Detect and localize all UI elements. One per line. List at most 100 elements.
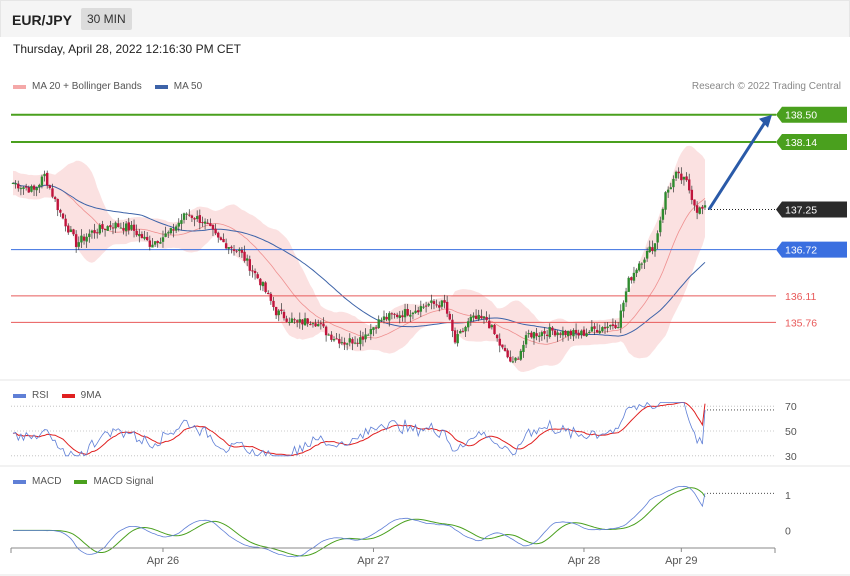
candle: [598, 324, 601, 334]
x-tick-label: Apr 26: [147, 555, 179, 567]
candle: [519, 348, 523, 361]
candle-body: [193, 218, 196, 220]
candle-body: [703, 205, 707, 208]
candle: [680, 167, 683, 184]
candle: [548, 323, 551, 339]
candle-body: [95, 232, 99, 234]
ma50-line: [12, 182, 706, 337]
candle-body: [188, 214, 191, 216]
legend-item-macd: MACD: [13, 476, 61, 487]
candle: [243, 245, 246, 263]
rsi-line: [12, 401, 706, 457]
candle-body: [506, 350, 509, 358]
candle: [206, 219, 209, 225]
candle: [201, 216, 204, 227]
candle-body: [480, 315, 483, 319]
candle-body: [409, 314, 412, 317]
candle-body: [540, 332, 544, 337]
candle-body: [285, 318, 288, 322]
candle: [138, 229, 141, 243]
candle: [382, 310, 386, 324]
candle-body: [222, 238, 225, 243]
candle: [117, 217, 120, 228]
candle: [545, 330, 549, 343]
candle-body: [669, 187, 672, 190]
candle: [377, 315, 380, 329]
macd-tick-1: 1: [785, 490, 791, 502]
candle: [153, 241, 157, 247]
candle-body: [598, 330, 601, 334]
candle: [664, 191, 667, 215]
candle-body: [314, 323, 317, 327]
candle-body: [280, 309, 283, 312]
candle-body: [524, 335, 528, 345]
candle: [574, 323, 578, 339]
candle-body: [117, 223, 120, 228]
candle: [661, 207, 665, 224]
candle: [374, 325, 378, 334]
x-axis: Apr 26 Apr 27 Apr 28 Apr 29: [10, 547, 776, 567]
candle: [543, 327, 546, 340]
candle-body: [259, 278, 262, 286]
candle-body: [582, 329, 586, 336]
candle: [311, 322, 315, 328]
candle-body: [295, 320, 299, 322]
candle: [572, 328, 575, 342]
candle: [453, 327, 457, 345]
legend-label-rsi-ma: 9MA: [80, 390, 102, 401]
legend-swatch-macd-signal: [74, 479, 88, 484]
candle-body: [46, 172, 49, 186]
candle-body: [448, 313, 451, 320]
candle: [590, 319, 594, 332]
candle: [19, 185, 23, 196]
candle-body: [27, 187, 30, 193]
candle: [132, 219, 136, 238]
candle-body: [664, 192, 667, 210]
candle: [159, 237, 162, 244]
candle: [435, 299, 438, 308]
candle-body: [395, 314, 399, 317]
candle-body: [545, 334, 549, 336]
candle-body: [124, 223, 128, 231]
candle-body: [127, 222, 130, 231]
candle: [69, 225, 73, 233]
candle: [495, 334, 499, 342]
candle-body: [401, 315, 404, 318]
candle-body: [264, 282, 267, 292]
candle-body: [274, 306, 278, 316]
candle: [569, 329, 573, 339]
candle: [222, 233, 225, 243]
candle: [361, 331, 365, 347]
candle: [609, 324, 612, 330]
candle: [43, 170, 46, 182]
candle: [693, 199, 696, 211]
candle: [480, 309, 483, 320]
candle: [466, 317, 470, 332]
candle-body: [80, 235, 83, 243]
candle: [527, 329, 530, 338]
candle: [319, 320, 323, 330]
macd-panel: 10: [13, 485, 791, 558]
candle-body: [432, 301, 436, 304]
candle: [482, 316, 486, 324]
candle: [24, 183, 28, 191]
candle-body: [635, 269, 638, 274]
candle: [651, 240, 654, 255]
candle: [701, 205, 704, 215]
candle-body: [345, 343, 349, 345]
candle-body: [532, 332, 536, 339]
candle: [248, 255, 252, 276]
candle-body: [514, 357, 517, 361]
legend-label-bollinger: MA 20 + Bollinger Bands: [32, 81, 142, 92]
candle-body: [138, 233, 141, 237]
timeframe-badge[interactable]: 30 MIN: [81, 8, 132, 30]
candle-body: [535, 333, 538, 337]
candle: [669, 182, 672, 190]
candle: [80, 229, 83, 249]
candle-body: [666, 189, 670, 193]
candle-body: [427, 303, 430, 306]
candle: [459, 329, 462, 334]
candle-body: [335, 338, 338, 340]
candle: [695, 201, 699, 220]
candle: [30, 184, 33, 193]
